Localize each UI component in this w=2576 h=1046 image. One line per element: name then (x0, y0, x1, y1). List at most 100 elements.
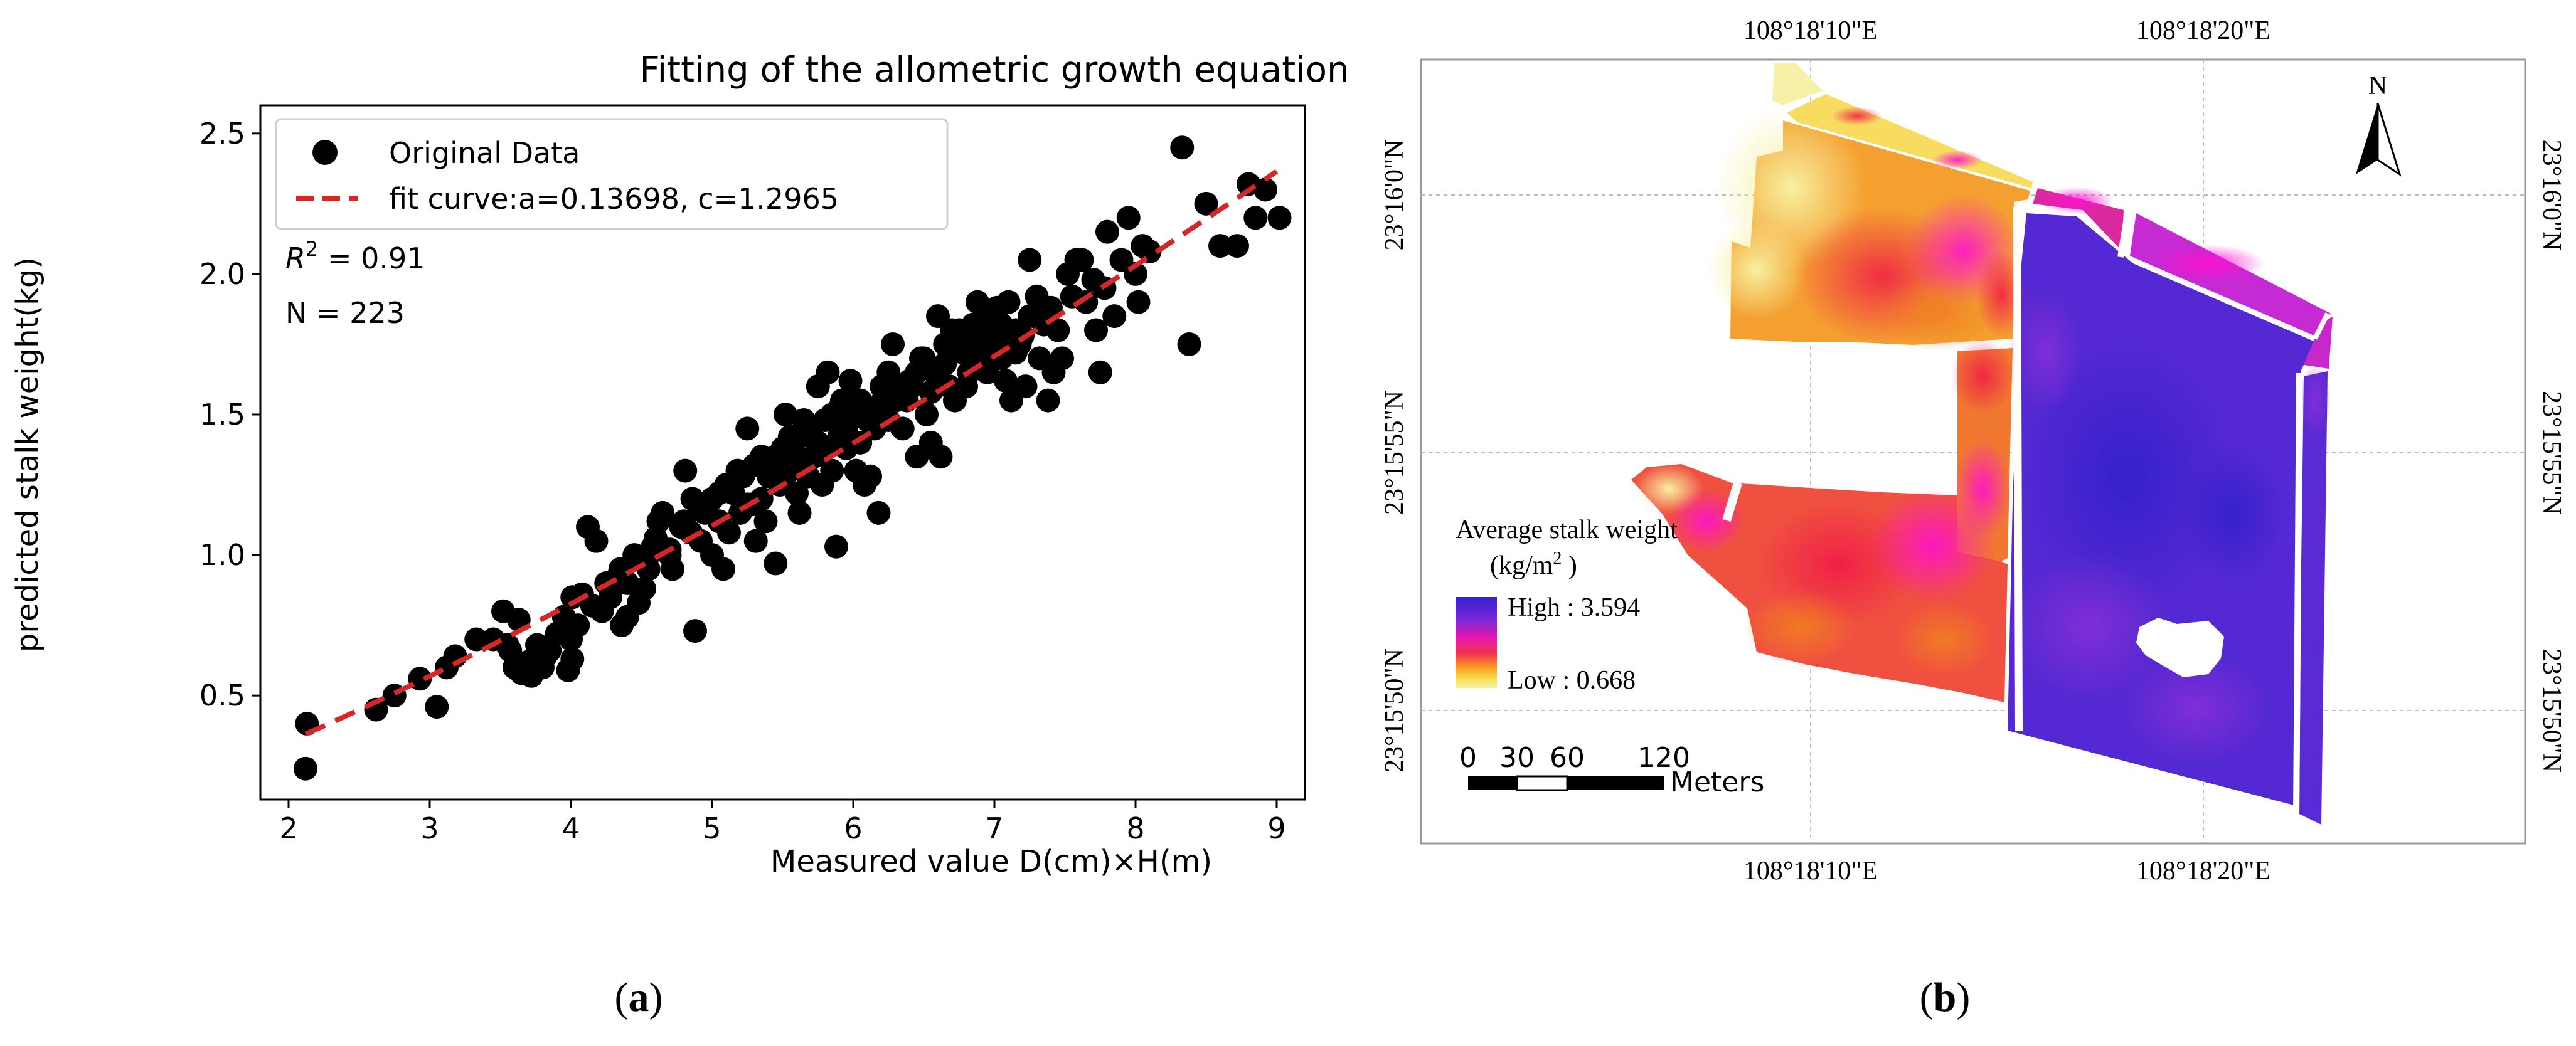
data-point (1070, 248, 1094, 272)
scale-unit: Meters (1670, 766, 1764, 798)
fit-curve-line (304, 169, 1279, 737)
map-legend-unit: (kg/m (1490, 551, 1553, 580)
data-point (1013, 374, 1038, 399)
map-legend-colorbar (1456, 597, 1497, 688)
data-point (933, 352, 957, 376)
road-central (2013, 206, 2023, 731)
data-point (816, 360, 840, 384)
x-tick-label-6: 6 (844, 811, 862, 845)
data-point (753, 509, 778, 534)
field-north-strip-west-shade-1 (1832, 107, 1882, 125)
legend-label-original: Original Data (389, 136, 580, 170)
map-lat-right-3: 23°15'50"N (2537, 648, 2566, 773)
data-point (824, 534, 848, 559)
map-lat-right-2: 23°15'55"N (2537, 391, 2566, 515)
north-arrow-left (2356, 103, 2378, 174)
data-point (566, 613, 590, 638)
data-point (636, 543, 661, 568)
panel-b-letter: b (1934, 975, 1957, 1020)
x-tick-label-5: 5 (703, 811, 721, 845)
map-scale-bar: 0 30 60 120 Meters (1459, 742, 1764, 798)
field-north-strip-mid (2033, 187, 2124, 251)
r-squared-text: R2 = 0.91 (285, 237, 425, 275)
scale-label-120: 120 (1637, 742, 1690, 774)
map-lon-top-1: 108°18'10"E (1743, 16, 1878, 45)
field-north-strip-east (2130, 213, 2331, 335)
data-point (1084, 318, 1108, 342)
data-point (683, 619, 707, 643)
panel-b-map: 108°18'10"E 108°18'20"E 108°18'10"E 108°… (1380, 16, 2566, 1020)
scale-segment-2 (1516, 775, 1568, 791)
data-point (1046, 318, 1070, 342)
panel-a-paren-open: ( (615, 975, 629, 1020)
sample-size-text: N = 223 (285, 296, 405, 330)
panel-a-label: (a) (615, 975, 663, 1020)
scatter-legend: Original Data fit curve:a=0.13698, c=1.2… (275, 118, 949, 230)
plot-frame (259, 104, 1306, 801)
field-east-strip (2299, 364, 2331, 825)
scale-label-30: 30 (1499, 742, 1535, 774)
field-southwest-shade-orange-2 (1895, 602, 1995, 677)
field-east-shade-5 (2008, 288, 2083, 414)
data-point (764, 445, 788, 469)
data-point (425, 695, 449, 719)
data-point (1126, 290, 1151, 314)
map-legend: Average stalk weight (kg/m2 ) High : 3.5… (1456, 515, 1678, 695)
map-lat-left-3: 23°15'50"N (1380, 648, 1409, 773)
data-point (1018, 248, 1042, 272)
data-point (1267, 206, 1292, 230)
field-east-hole (2136, 618, 2224, 677)
field-north-strip-east-shade (2152, 245, 2265, 282)
data-point (1194, 191, 1218, 216)
data-point (1036, 388, 1060, 413)
data-point (994, 369, 1018, 393)
map-legend-low: Low : 0.668 (1508, 666, 1636, 695)
field-central-strip-shade-1 (1951, 339, 2014, 414)
map-lat-left-2: 23°15'55"N (1380, 391, 1409, 515)
map-legend-title-1: Average stalk weight (1456, 515, 1678, 544)
r-squared-symbol: R (285, 241, 306, 275)
data-point (858, 464, 882, 489)
data-point (1170, 135, 1195, 160)
map-lat-right-1: 23°16'0"N (2537, 140, 2566, 251)
data-point (646, 509, 671, 534)
data-point (1088, 360, 1112, 384)
data-point (711, 557, 735, 581)
field-east-large (2008, 213, 2315, 806)
scatter-axes (259, 104, 1306, 801)
data-point (764, 551, 788, 576)
data-point (870, 374, 893, 399)
map-legend-high: High : 3.594 (1508, 593, 1640, 622)
field-northeast-corner (2304, 317, 2333, 369)
field-southwest-shade-magenta-2 (1870, 489, 1995, 602)
data-point (792, 408, 816, 432)
data-point (855, 408, 880, 432)
map-lat-left-1: 23°16'0"N (1380, 140, 1409, 251)
road-southwest-cut (1722, 481, 1742, 522)
data-point (1177, 332, 1201, 356)
road-east (2293, 372, 2302, 816)
x-axis-label: Measured value D(cm)×H(m) (770, 844, 1212, 879)
data-point (905, 360, 929, 384)
data-point (915, 402, 939, 426)
data-point (294, 756, 317, 781)
field-southwest-shade-orange-1 (1744, 589, 1857, 665)
data-point (954, 341, 978, 365)
data-point (700, 487, 724, 511)
field-east-strip-shade (2299, 364, 2331, 439)
field-northeast-corner-fill (2304, 317, 2333, 369)
y-tick-label-1.5: 1.5 (200, 398, 245, 431)
road-northeast-cut (2313, 312, 2330, 340)
north-arrow-right (2376, 103, 2402, 177)
data-point (777, 425, 802, 449)
field-north-strip-mid-shade (2039, 187, 2114, 214)
data-point (1025, 284, 1049, 309)
legend-marker-original (312, 140, 338, 165)
data-point (538, 638, 562, 663)
data-point (785, 445, 809, 469)
chart-title: Fitting of the allometric growth equatio… (639, 50, 1349, 90)
field-east-strip-fill (2299, 371, 2328, 825)
y-tick-label-1.0: 1.0 (200, 538, 245, 572)
data-point (787, 500, 812, 525)
